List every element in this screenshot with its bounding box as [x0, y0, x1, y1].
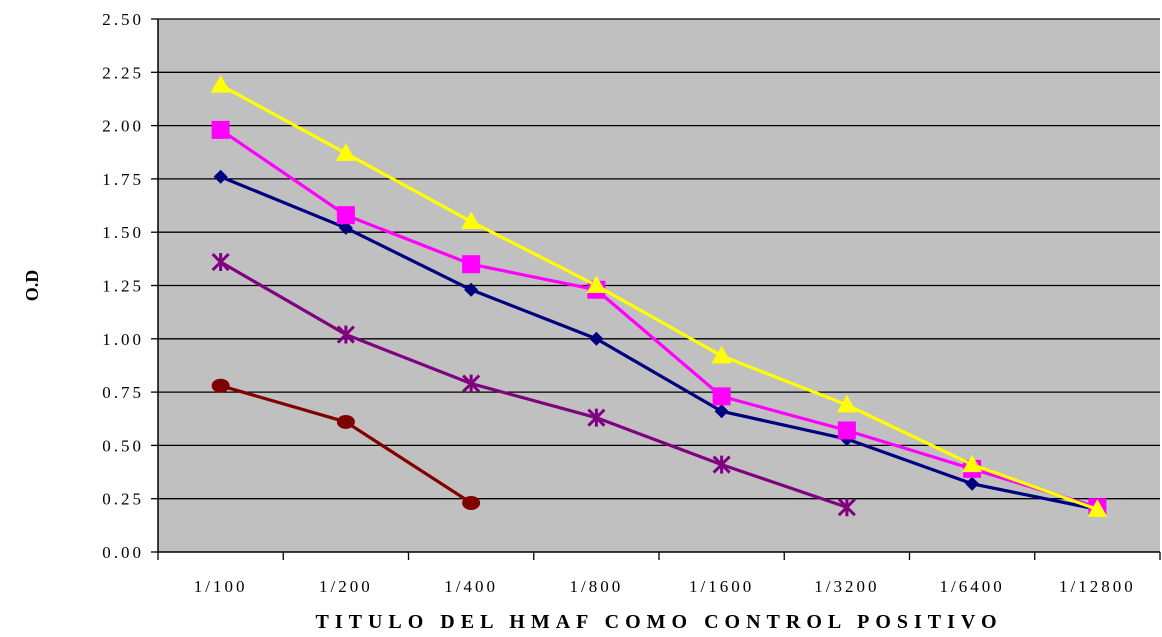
data-point-diamond — [213, 169, 228, 184]
data-point-triangle — [1087, 499, 1108, 517]
x-tick-label: 1/1600 — [689, 577, 754, 596]
data-point-square — [712, 387, 731, 406]
y-tick-label: 0.50 — [102, 436, 144, 455]
x-tick-label: 1/100 — [194, 577, 248, 596]
x-tick-label: 1/200 — [319, 577, 373, 596]
data-point-circle — [336, 414, 355, 429]
data-point-diamond — [714, 404, 729, 419]
data-point-asterisk — [462, 374, 481, 393]
y-tick-label: 1.75 — [102, 170, 144, 189]
series-line — [220, 175, 1098, 511]
x-tick-label: 1/3200 — [814, 577, 879, 596]
data-point-diamond — [965, 476, 980, 491]
series-line — [219, 260, 848, 509]
series-5 — [211, 378, 481, 510]
data-point-triangle — [210, 75, 231, 93]
x-tick-label: 1/6400 — [940, 577, 1005, 596]
y-tick-label: 0.75 — [102, 383, 144, 402]
x-axis-title: TITULO DEL HMAF COMO CONTROL POSITIVO — [315, 611, 1002, 633]
data-point-triangle — [962, 454, 983, 473]
data-point-diamond — [338, 220, 353, 235]
series-3 — [210, 75, 1108, 517]
gridlines — [158, 18, 1160, 500]
series-line — [219, 128, 1098, 509]
data-point-triangle — [586, 275, 607, 293]
data-point-circle — [211, 378, 230, 393]
y-tick-label: 1.00 — [102, 330, 144, 349]
data-point-asterisk — [712, 455, 731, 474]
data-point-asterisk — [587, 408, 606, 427]
data-point-asterisk — [211, 252, 230, 272]
y-axis-title: O.D — [22, 270, 42, 302]
data-point-diamond — [464, 282, 479, 297]
data-point-square — [211, 120, 230, 139]
y-tick-label: 0.00 — [102, 543, 144, 562]
data-point-asterisk — [336, 325, 355, 344]
data-point-triangle — [836, 394, 857, 413]
series-group — [210, 75, 1108, 517]
data-point-triangle — [335, 143, 356, 161]
y-tick-label: 2.50 — [102, 10, 144, 29]
y-tick-label: 0.25 — [102, 490, 144, 509]
x-tick-label: 1/400 — [444, 577, 498, 596]
data-point-square — [462, 255, 481, 274]
data-point-diamond — [589, 331, 604, 346]
series-line — [219, 83, 1098, 511]
y-tick-label: 2.25 — [102, 63, 144, 82]
y-tick-label: 1.25 — [102, 277, 144, 296]
axes — [151, 18, 1161, 560]
data-point-asterisk — [837, 498, 856, 517]
tick-labels: 0.00 0.25 0.50 0.75 1.00 1.25 1.50 1.75 2.00 2.25… — [102, 10, 1136, 596]
data-point-square — [336, 206, 355, 225]
series-4 — [211, 252, 856, 517]
x-tick-label: 1/12800 — [1059, 577, 1136, 596]
y-tick-label: 1.50 — [102, 223, 144, 242]
data-point-triangle — [711, 345, 732, 364]
data-point-circle — [462, 495, 481, 510]
y-tick-label: 2.00 — [102, 117, 144, 136]
data-point-square — [837, 421, 856, 440]
data-point-triangle — [461, 211, 482, 230]
x-tick-label: 1/800 — [570, 577, 624, 596]
